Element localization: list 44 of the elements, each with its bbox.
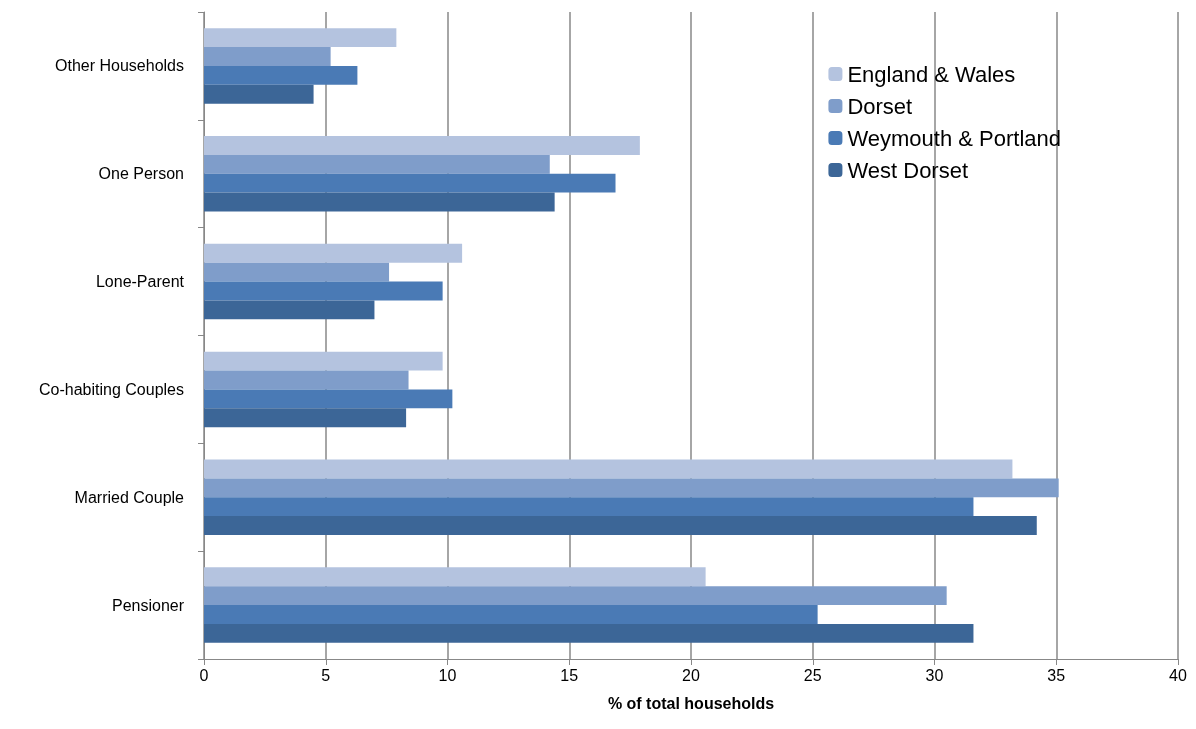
bar (204, 154, 550, 174)
x-axis-title: % of total households (607, 694, 775, 712)
y-tick-label: Other Households (55, 57, 184, 75)
legend-label: Weymouth & Portland (847, 125, 1062, 151)
bar (204, 586, 947, 606)
bar (204, 497, 974, 517)
bar (204, 281, 443, 301)
legend-label: England & Wales (847, 61, 1016, 87)
bar (204, 478, 1059, 498)
y-tick-label: Co-habiting Couples (39, 380, 184, 398)
y-tick-label: Married Couple (74, 488, 185, 506)
bar (204, 623, 974, 643)
x-tick-label: 40 (1169, 666, 1187, 684)
bar (204, 243, 463, 263)
bar (204, 567, 706, 587)
bar (204, 389, 453, 409)
x-tick-label: 30 (925, 666, 944, 684)
bar (204, 370, 409, 390)
y-tick-label: Pensioner (111, 596, 185, 614)
bar (204, 136, 640, 155)
legend-label: Dorset (847, 93, 913, 119)
bar (204, 408, 407, 428)
x-tick-label: 5 (321, 666, 331, 684)
x-tick-label: 25 (803, 666, 822, 684)
y-tick-label: One Person (98, 165, 184, 183)
bar (204, 516, 1037, 535)
bar (204, 605, 818, 624)
x-tick-label: 10 (438, 666, 457, 684)
y-tick-label: Lone-Parent (95, 273, 185, 291)
legend-label: West Dorset (847, 157, 969, 183)
bar (204, 192, 555, 212)
bar (204, 459, 1013, 479)
bar (204, 28, 397, 48)
bar (204, 65, 358, 85)
bar (204, 300, 375, 320)
x-tick-label: 15 (560, 666, 579, 684)
x-tick-label: 0 (199, 666, 209, 684)
x-tick-label: 35 (1047, 666, 1066, 684)
bar (204, 47, 331, 66)
bar (204, 262, 390, 282)
bar (204, 84, 314, 104)
x-tick-label: 20 (682, 666, 700, 684)
bar (204, 351, 443, 371)
bar (204, 173, 616, 193)
